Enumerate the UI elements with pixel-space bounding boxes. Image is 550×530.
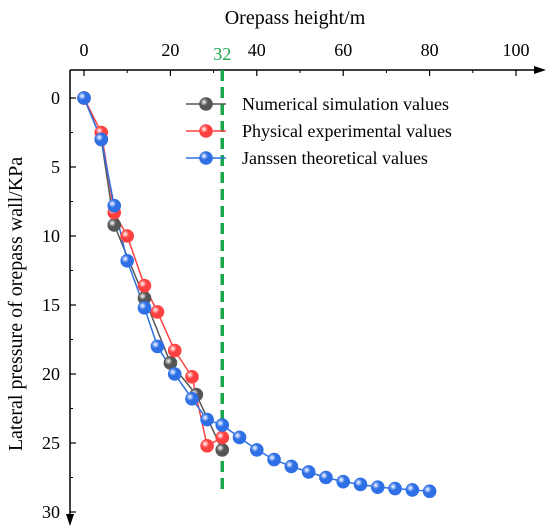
y-tick-label: 0 (51, 88, 60, 108)
series-point-1 (137, 278, 152, 293)
series-point-0 (107, 218, 122, 232)
series-point-2 (422, 484, 437, 499)
series-point-1 (200, 438, 214, 453)
series-point-2 (267, 452, 281, 467)
y-tick-label: 20 (42, 364, 60, 384)
y-tick-label: 30 (42, 502, 60, 522)
series-point-2 (77, 91, 91, 105)
series-point-1 (167, 343, 182, 358)
series-point-2 (319, 470, 333, 485)
y-tick-label: 10 (42, 226, 60, 246)
legend-label-0: Numerical simulation values (242, 94, 449, 114)
series-point-2 (336, 474, 351, 489)
series-point-1 (120, 229, 134, 243)
series-point-2 (120, 254, 134, 268)
x-tick-label: 100 (503, 40, 530, 60)
series-point-2 (94, 132, 109, 147)
series-point-1 (150, 305, 165, 319)
series-point-2 (249, 443, 264, 457)
y-tick-label: 5 (51, 157, 60, 177)
series-point-2 (232, 430, 247, 445)
legend: Numerical simulation values Physical expe… (186, 94, 452, 168)
series-point-2 (107, 198, 122, 213)
series-point-2 (150, 339, 165, 354)
y-tick-label: 15 (42, 295, 60, 315)
series-point-1 (185, 369, 199, 384)
series-point-2 (405, 483, 420, 497)
axes: 0 20 40 60 80 100 0 5 10 15 20 25 30 Orepass height/m… (5, 7, 546, 526)
series-point-0 (215, 443, 230, 457)
x-tick-label: 20 (161, 40, 179, 60)
series-point-2 (370, 480, 385, 494)
series-point-1 (215, 430, 230, 445)
series-point-2 (388, 481, 402, 496)
y-axis-title: Lateral pressure of orepass wall/KPa (5, 157, 27, 451)
reference-line-label: 32 (213, 44, 231, 64)
series-point-2 (301, 465, 316, 479)
series-point-2 (137, 300, 152, 315)
series-point-2 (185, 392, 199, 406)
legend-label-2: Janssen theoretical values (242, 148, 428, 168)
legend-label-1: Physical experimental values (242, 121, 452, 141)
series-point-2 (353, 477, 368, 492)
series-point-2 (200, 412, 214, 427)
series-group (77, 91, 437, 499)
series-point-2 (215, 418, 230, 432)
x-axis-title: Orepass height/m (225, 7, 366, 29)
series-line-2 (83, 97, 430, 493)
x-axis-arrow (534, 66, 546, 74)
y-tick-label: 25 (42, 433, 60, 453)
x-tick-label: 40 (248, 40, 266, 60)
x-tick-label: 80 (421, 40, 439, 60)
y-axis-arrow (66, 514, 74, 526)
series-point-2 (284, 459, 299, 474)
x-tick-label: 60 (334, 40, 352, 60)
x-tick-label: 0 (80, 40, 89, 60)
reference-line-group: 32 (213, 44, 231, 492)
legend-marker-0 (199, 97, 213, 111)
legend-marker-2 (199, 151, 213, 165)
legend-marker-1 (199, 124, 213, 138)
series-point-2 (167, 367, 182, 381)
